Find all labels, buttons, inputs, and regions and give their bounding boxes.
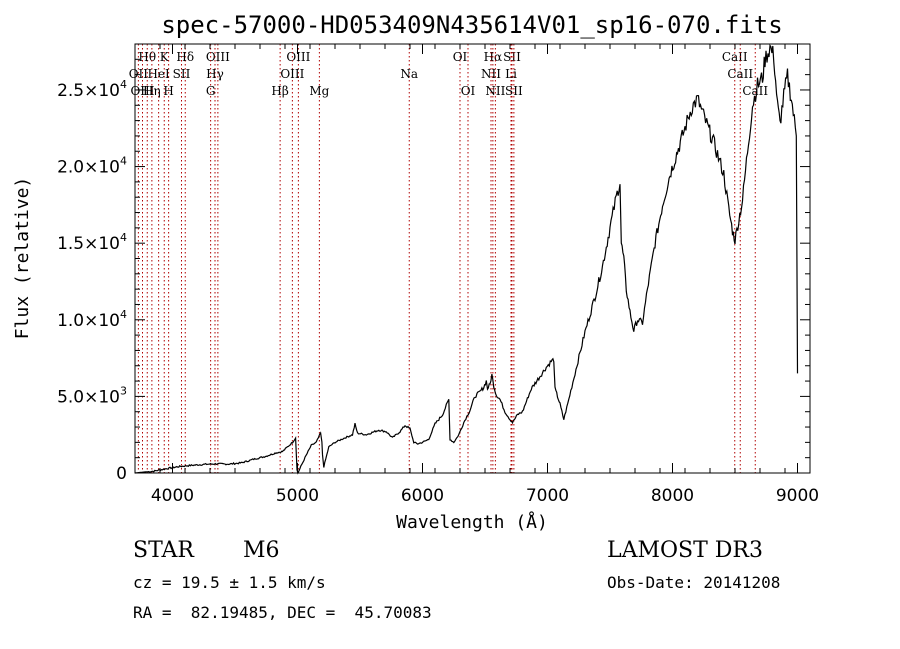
emission-line-label: K [160,50,170,64]
emission-line-label: OIII [280,67,304,81]
emission-line-label: Hγ [206,67,224,81]
emission-line-markers: Hθ OII OIII K HeI Hη H Hδ SII OIII Hγ G OIII OIII Hβ Mg… [129,44,768,473]
x-tick-label: 4000 [151,486,194,506]
emission-line-label: SII [505,84,523,98]
emission-line-label: SII [173,67,191,81]
emission-line-label: H [163,84,173,98]
x-axis-label: Wavelength (Å) [396,511,548,533]
emission-line-label: Na [400,67,418,81]
emission-line-label: NII [481,67,501,81]
emission-line-label: Mg [309,84,329,98]
emission-line-label: OII [129,67,149,81]
y-axis-label: Flux (relative) [12,177,33,340]
flux-series-line [134,43,799,475]
emission-line-label: Hη [143,84,161,98]
emission-line-label: CaII [722,50,748,64]
y-tick-label: 0 [116,464,127,484]
emission-line-label: HeI [147,67,170,81]
x-tick-label: 7000 [526,486,569,506]
emission-line-label: Hθ [138,50,156,64]
y-tick-label: 1.0×104 [57,308,127,331]
plot-frame [134,43,811,474]
emission-line-label: Li [505,67,517,81]
object-subclass: M6 [243,538,280,563]
emission-line-label: NII [485,84,505,98]
emission-line-label: OI [461,84,476,98]
y-tick-label: 1.5×104 [57,231,127,254]
redshift-info: cz = 19.5 ± 1.5 km/s [133,573,326,592]
coordinates: RA = 82.19485, DEC = 45.70083 [133,603,432,622]
y-tick-label: 2.5×104 [57,78,127,101]
emission-line-label: OI [453,50,468,64]
chart-title: spec-57000-HD053409N435614V01_sp16-070.f… [161,11,782,39]
survey-name: LAMOST DR3 [607,538,763,563]
emission-line-label: OIII [130,84,154,98]
emission-line-label: G [206,84,216,98]
y-tick-label: 2.0×104 [57,155,127,178]
emission-line-label: CaII [727,67,753,81]
y-tick-label: 5.0×103 [57,384,127,407]
x-tick-label: 8000 [651,486,694,506]
axis-ticks: 4000 5000 6000 7000 8000 9000 0 5.0×103 1.0×104 1… [57,44,819,506]
emission-line-label: Hβ [271,84,288,98]
emission-line-label: OIII [206,50,230,64]
x-tick-label: 5000 [276,486,319,506]
emission-line-label: CaII [742,84,768,98]
emission-line-label: OIII [286,50,310,64]
x-tick-label: 6000 [401,486,444,506]
emission-line-label: Hδ [176,50,194,64]
object-class: STAR [133,538,194,563]
x-tick-label: 9000 [776,486,819,506]
emission-line-label: Hα [484,50,503,64]
obs-date: Obs-Date: 20141208 [607,573,781,592]
emission-line-label: SII [503,50,521,64]
